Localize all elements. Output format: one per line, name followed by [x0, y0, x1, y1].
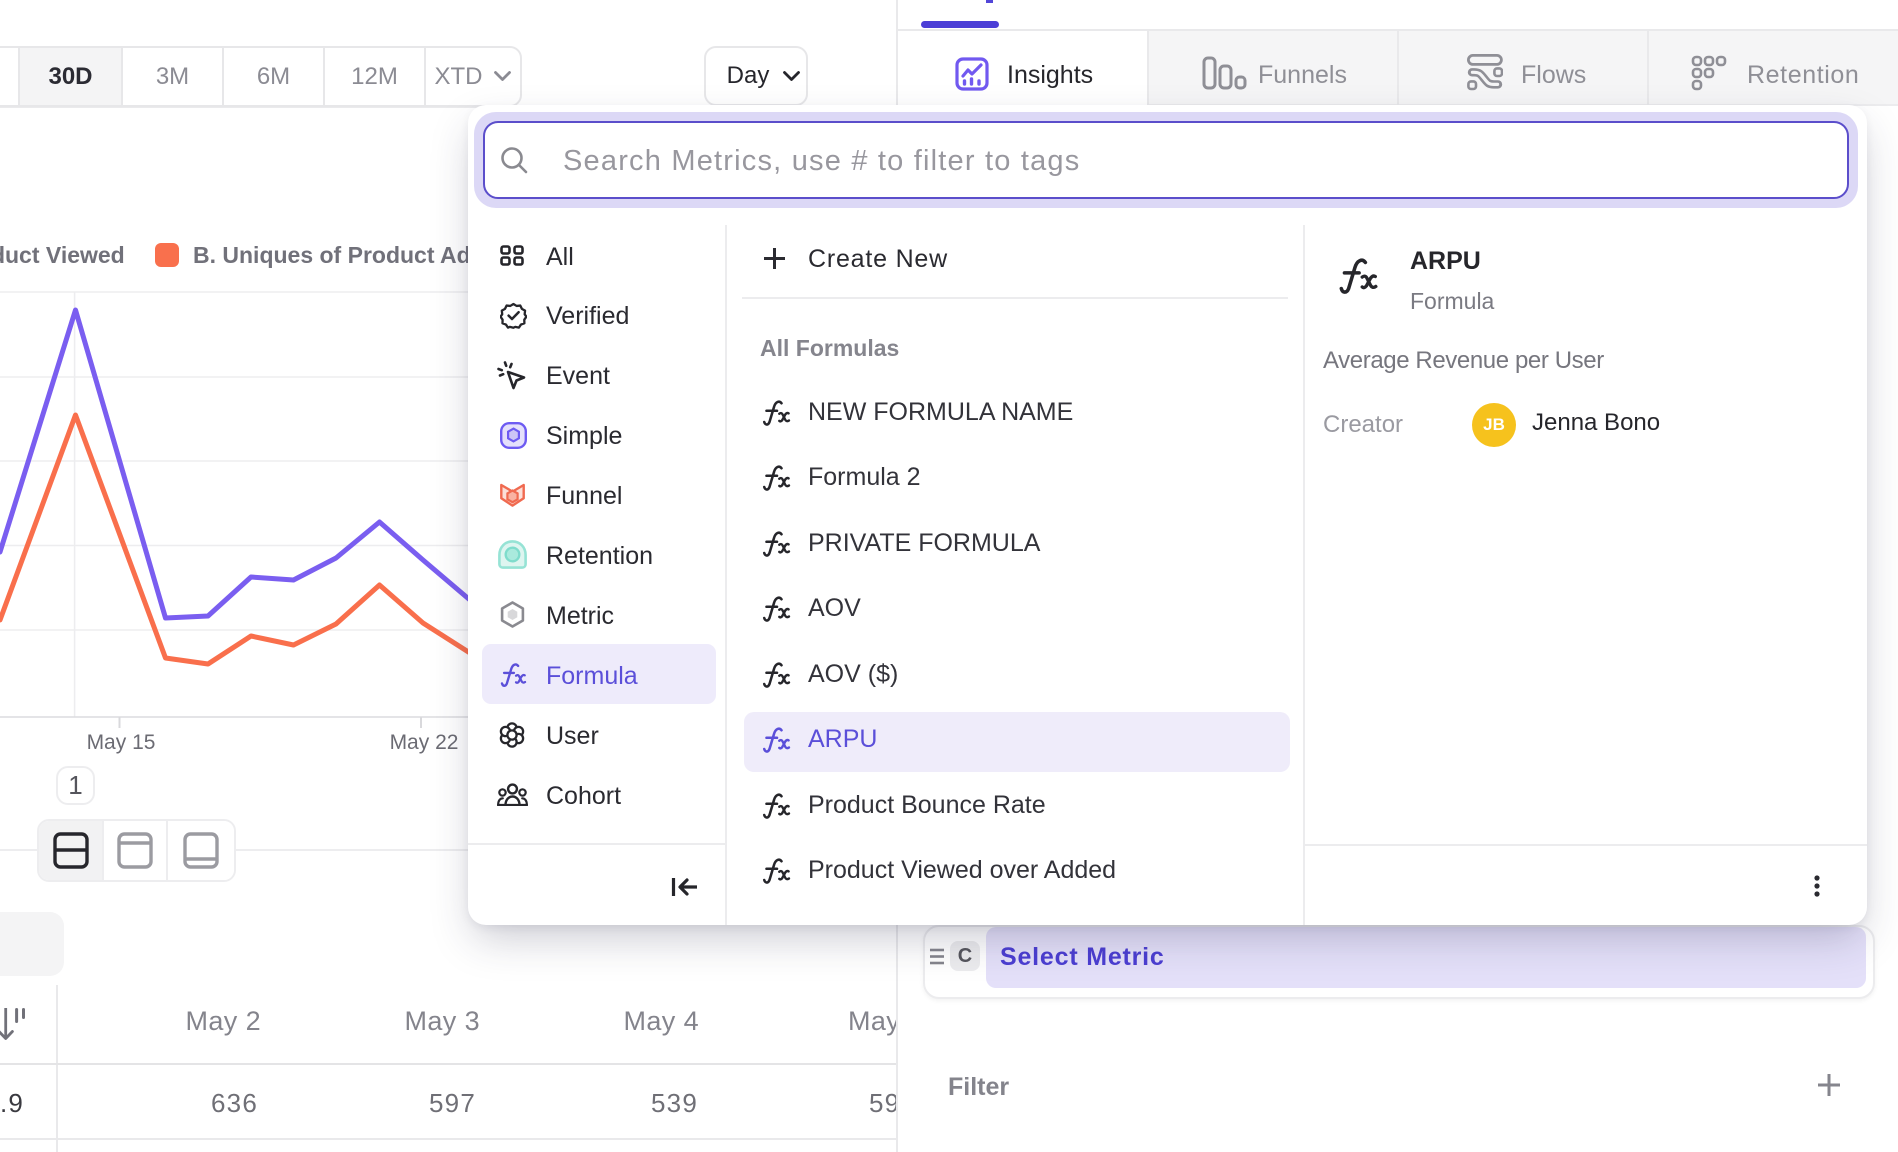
- svg-text:May 15: May 15: [87, 731, 156, 754]
- svg-text:May 22: May 22: [390, 731, 459, 754]
